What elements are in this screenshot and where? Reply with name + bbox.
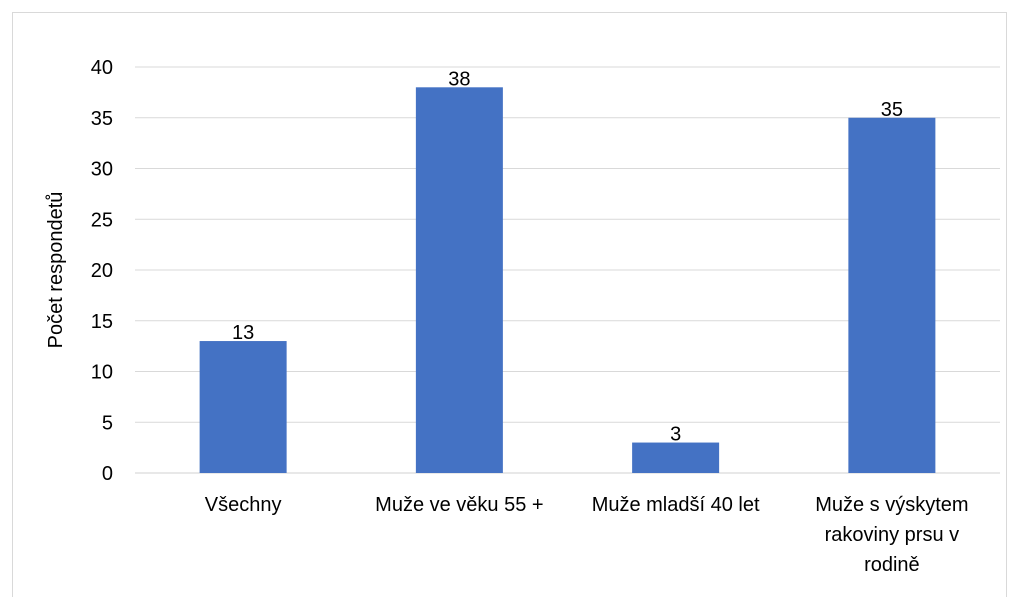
y-tick-label: 35	[91, 108, 113, 130]
data-label: 3	[670, 424, 681, 446]
data-label: 13	[232, 322, 254, 344]
bar	[199, 341, 287, 473]
x-tick-label: rakoviny prsu v	[825, 524, 960, 546]
y-tick-label: 10	[91, 362, 113, 384]
data-label: 35	[881, 99, 903, 121]
data-label: 38	[448, 68, 470, 90]
x-tick-label: rodině	[864, 554, 920, 576]
bar	[632, 442, 720, 473]
y-tick-label: 20	[91, 260, 113, 282]
bar	[415, 87, 503, 474]
y-tick-label: 25	[91, 209, 113, 231]
x-tick-label: Muže mladší 40 let	[592, 494, 760, 516]
bar	[848, 117, 936, 473]
y-tick-label: 40	[91, 57, 113, 79]
y-tick-label: 30	[91, 159, 113, 181]
y-axis-title: Počet respondetů	[45, 192, 67, 349]
bars	[199, 87, 936, 474]
y-tick-label: 5	[102, 412, 113, 434]
chart-frame	[12, 12, 1007, 597]
y-tick-label: 15	[91, 311, 113, 333]
y-tick-label: 0	[102, 463, 113, 485]
x-tick-label: Muže s výskytem	[815, 494, 968, 516]
x-tick-label: Všechny	[205, 494, 282, 516]
x-tick-label: Muže ve věku 55 +	[375, 494, 543, 516]
labels: 0 5 10 15 20 25 30 35 40 13 Všechny 38 Muže ve věku …	[91, 57, 969, 576]
